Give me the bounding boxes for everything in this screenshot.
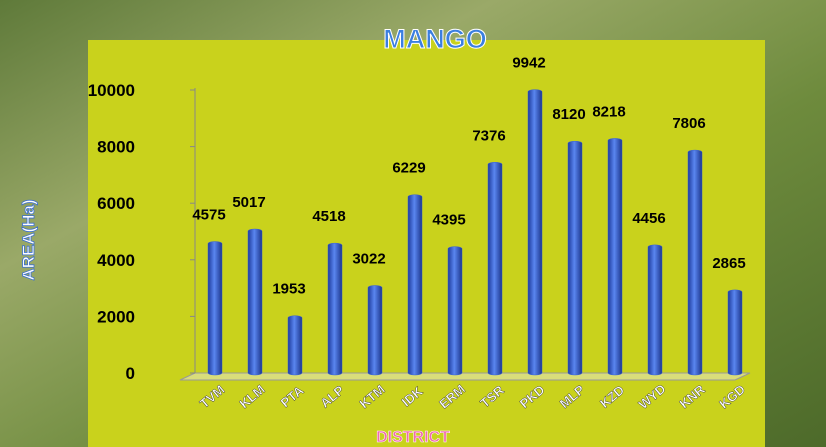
data-label: 3022 [352, 250, 385, 267]
data-label: 4395 [432, 212, 465, 229]
data-label: 8218 [592, 103, 625, 120]
bar [288, 316, 302, 375]
bar [688, 150, 702, 375]
data-label: 7806 [672, 115, 705, 132]
bar [728, 290, 742, 375]
y-axis-label: AREA(Ha) [19, 199, 38, 280]
y-tick-label: 6000 [97, 194, 135, 213]
data-label: 2865 [712, 255, 745, 272]
y-tick-label: 2000 [97, 307, 135, 326]
data-label: 4518 [312, 208, 345, 225]
data-label: 7376 [472, 127, 505, 144]
bar [408, 195, 422, 375]
data-label: 1953 [272, 281, 305, 298]
bar [648, 245, 662, 375]
bar [248, 229, 262, 375]
y-tick-label: 0 [126, 364, 135, 383]
chart: MANGO AREA(Ha) DISTRICT 0 2000 4000 6000 800… [0, 0, 826, 447]
bar [368, 285, 382, 375]
y-tick-label: 10000 [88, 81, 135, 100]
y-tick-label: 8000 [97, 138, 135, 157]
bar [208, 242, 222, 375]
plot-area [88, 40, 765, 447]
data-label: 5017 [232, 194, 265, 211]
data-label: 9942 [512, 55, 545, 72]
chart-title: MANGO [383, 24, 487, 54]
y-tick-label: 4000 [97, 251, 135, 270]
bar [488, 162, 502, 375]
x-axis-label: DISTRICT [376, 429, 450, 446]
bar [448, 247, 462, 375]
data-label: 8120 [552, 106, 585, 123]
data-label: 6229 [392, 160, 425, 177]
bar [608, 138, 622, 375]
bar [328, 243, 342, 375]
bar [528, 90, 542, 375]
data-label: 4456 [632, 210, 665, 227]
data-label: 4575 [192, 207, 225, 224]
bar [568, 141, 582, 375]
floor [180, 373, 750, 380]
